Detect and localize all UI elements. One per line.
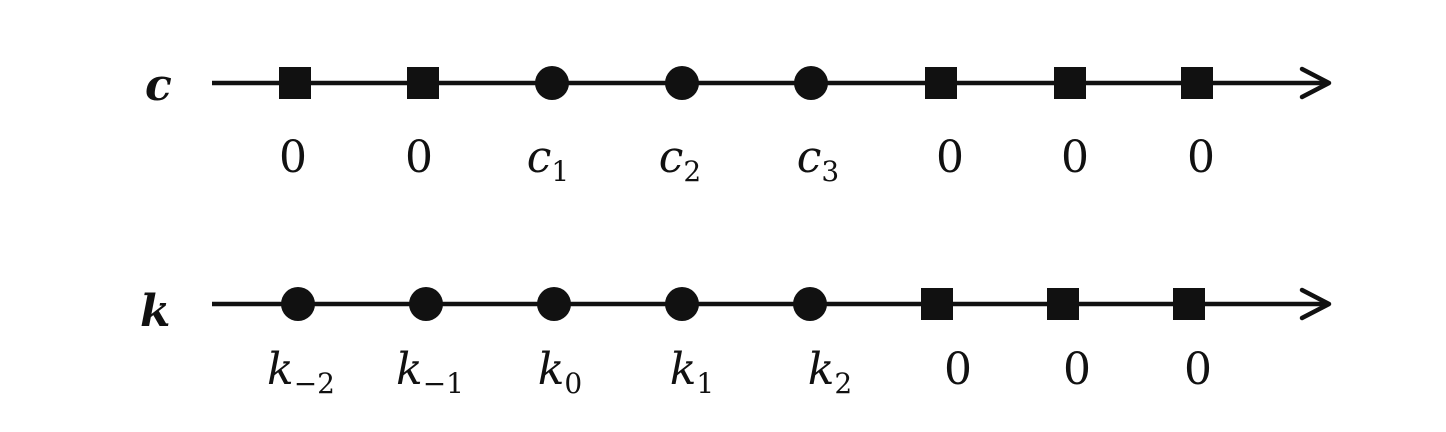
- value-label: 0: [1187, 132, 1215, 183]
- value-label: 0: [1061, 132, 1089, 183]
- value-label: k2: [808, 344, 853, 400]
- circle-marker: [665, 66, 699, 100]
- arrow-head: [1299, 66, 1332, 100]
- row-c: c 0 0 c1 c2 c3 0 0 0: [145, 60, 1332, 188]
- value-label: 0: [1184, 344, 1212, 395]
- value-label: k0: [538, 344, 583, 400]
- value-label: c3: [797, 132, 839, 188]
- value-label: k−2: [267, 344, 335, 400]
- value-label: 0: [279, 132, 307, 183]
- value-label: k−1: [396, 344, 464, 400]
- row-label: c: [145, 60, 172, 111]
- value-label: 0: [1063, 344, 1091, 395]
- arrow-head: [1299, 287, 1332, 321]
- row-label: k: [140, 286, 171, 337]
- square-marker: [1054, 67, 1086, 99]
- row-k: k k−2 k−1 k0 k1 k2 0 0 0: [140, 286, 1332, 400]
- square-marker: [407, 67, 439, 99]
- square-marker: [1047, 288, 1079, 320]
- square-marker: [925, 67, 957, 99]
- square-marker: [279, 67, 311, 99]
- circle-marker: [793, 287, 827, 321]
- square-marker: [921, 288, 953, 320]
- value-label: 0: [936, 132, 964, 183]
- circle-marker: [537, 287, 571, 321]
- square-marker: [1181, 67, 1213, 99]
- circle-marker: [409, 287, 443, 321]
- circle-marker: [281, 287, 315, 321]
- value-label: k1: [670, 344, 715, 400]
- square-marker: [1173, 288, 1205, 320]
- value-label: 0: [944, 344, 972, 395]
- circle-marker: [665, 287, 699, 321]
- value-label: c2: [659, 132, 701, 188]
- circle-marker: [794, 66, 828, 100]
- circle-marker: [535, 66, 569, 100]
- value-label: c1: [527, 132, 569, 188]
- value-label: 0: [405, 132, 433, 183]
